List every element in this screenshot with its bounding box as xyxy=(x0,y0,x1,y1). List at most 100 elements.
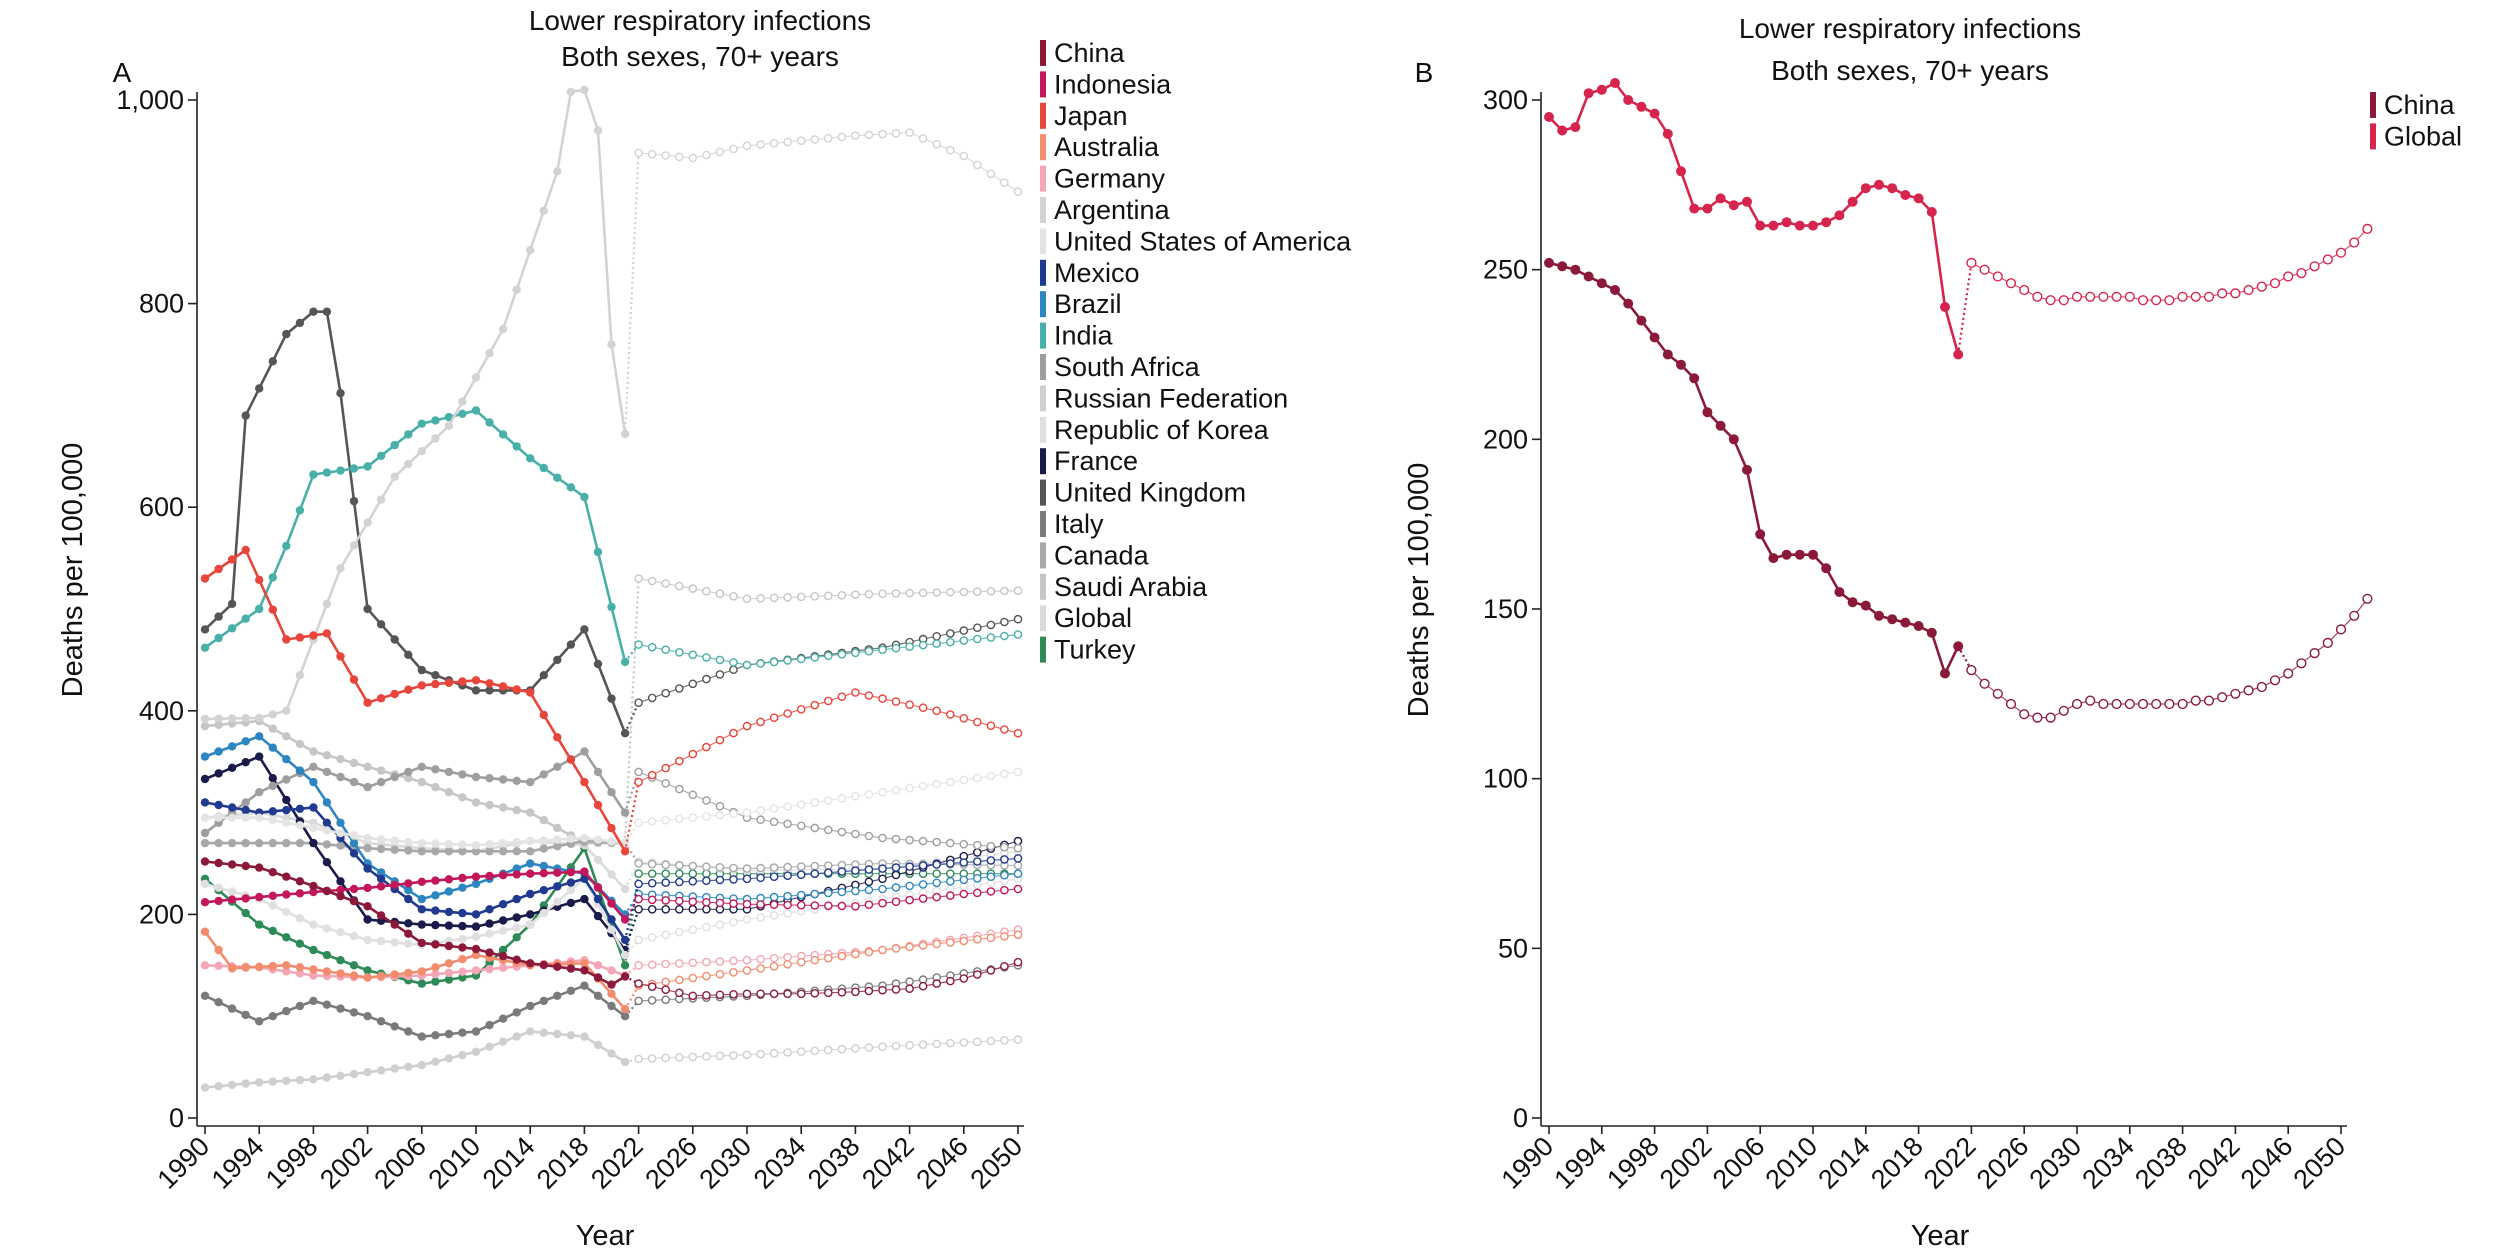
forecast-point xyxy=(729,863,738,873)
forecast-point xyxy=(796,592,806,602)
forecast-point xyxy=(2058,705,2069,716)
forecast-point xyxy=(729,956,738,966)
data-point xyxy=(458,973,467,982)
forecast-point xyxy=(891,697,901,706)
forecast-point xyxy=(729,665,738,675)
legend-swatch xyxy=(2370,123,2376,150)
forecast-point xyxy=(1966,257,1977,269)
forecast-point xyxy=(973,623,982,633)
data-point xyxy=(566,1031,576,1040)
forecast-point xyxy=(661,1053,671,1063)
data-point xyxy=(444,875,454,884)
data-point xyxy=(404,886,413,895)
x-tick-label: 2038 xyxy=(802,1131,866,1195)
data-point xyxy=(390,970,399,979)
forecast-point xyxy=(742,955,752,965)
legend-swatch xyxy=(1040,40,1046,66)
data-point xyxy=(620,884,630,894)
forecast-point xyxy=(675,905,684,914)
forecast-point xyxy=(810,653,820,662)
data-point xyxy=(336,885,345,895)
forecast-point xyxy=(824,901,833,911)
data-point xyxy=(227,895,237,904)
forecast-point xyxy=(837,951,847,961)
data-point xyxy=(282,872,291,881)
forecast-point xyxy=(647,576,657,586)
forecast-point xyxy=(1000,586,1009,596)
data-point xyxy=(620,847,630,856)
series-saudi-arabia xyxy=(200,574,1023,848)
data-point xyxy=(336,928,345,937)
data-point xyxy=(458,921,467,931)
data-point xyxy=(1821,217,1832,228)
forecast-point xyxy=(796,870,806,880)
forecast-point xyxy=(837,794,847,803)
forecast-point xyxy=(661,905,671,914)
data-point xyxy=(268,838,277,848)
forecast-point xyxy=(932,979,942,988)
forecast-point xyxy=(851,902,860,911)
forecast-point xyxy=(959,889,969,899)
forecast-point xyxy=(946,1038,955,1048)
forecast-point xyxy=(756,900,765,909)
data-point xyxy=(620,950,630,960)
x-tick-label: 1998 xyxy=(260,1131,324,1195)
forecast-point xyxy=(2283,668,2294,679)
data-point xyxy=(376,936,386,946)
data-point xyxy=(498,1014,508,1023)
data-point xyxy=(268,605,277,614)
data-point xyxy=(322,858,332,867)
data-point xyxy=(255,863,264,872)
forecast-point xyxy=(837,692,847,702)
forecast-point xyxy=(715,655,725,665)
data-point xyxy=(255,1017,264,1026)
panel-b-letter: B xyxy=(1415,57,1434,88)
forecast-point xyxy=(742,660,752,670)
forecast-point xyxy=(905,895,914,905)
forecast-point xyxy=(2005,278,2017,289)
data-point xyxy=(404,837,413,847)
panel-b-series xyxy=(1544,78,2373,723)
forecast-point xyxy=(837,650,847,659)
data-point xyxy=(309,887,318,897)
data-point xyxy=(471,406,481,415)
legend-label: Global xyxy=(1054,603,1132,633)
forecast-point xyxy=(675,684,684,693)
data-point xyxy=(200,813,210,822)
forecast-point xyxy=(661,579,671,588)
data-point xyxy=(553,167,562,176)
data-point xyxy=(227,624,237,633)
legend-label: Italy xyxy=(1054,509,1104,539)
data-point xyxy=(607,824,616,833)
series-observed-line xyxy=(204,310,627,734)
data-point xyxy=(404,767,413,777)
forecast-point xyxy=(837,132,847,142)
x-tick-label: 2002 xyxy=(1654,1131,1718,1195)
series-connector xyxy=(623,781,640,852)
data-point xyxy=(200,838,210,848)
forecast-point xyxy=(796,800,806,809)
data-point xyxy=(295,877,305,886)
forecast-point xyxy=(769,863,779,872)
forecast-point xyxy=(1000,178,1009,187)
forecast-point xyxy=(946,629,955,638)
data-point xyxy=(255,713,264,723)
forecast-point xyxy=(769,989,779,999)
forecast-point xyxy=(837,827,847,837)
data-point xyxy=(363,966,372,975)
series-observed-line xyxy=(1548,81,1960,355)
data-point xyxy=(241,714,250,723)
forecast-point xyxy=(810,1046,820,1056)
forecast-point xyxy=(661,869,671,879)
data-point xyxy=(1755,220,1766,231)
forecast-point xyxy=(756,1049,765,1059)
data-point xyxy=(458,934,467,943)
x-tick-label: 1990 xyxy=(152,1131,216,1195)
legend-swatch xyxy=(1040,134,1046,161)
data-point xyxy=(512,913,521,922)
forecast-point xyxy=(810,798,820,807)
series-forecast-line xyxy=(638,691,1019,783)
data-point xyxy=(1860,183,1871,194)
data-point xyxy=(471,1047,481,1057)
forecast-point xyxy=(675,861,684,870)
